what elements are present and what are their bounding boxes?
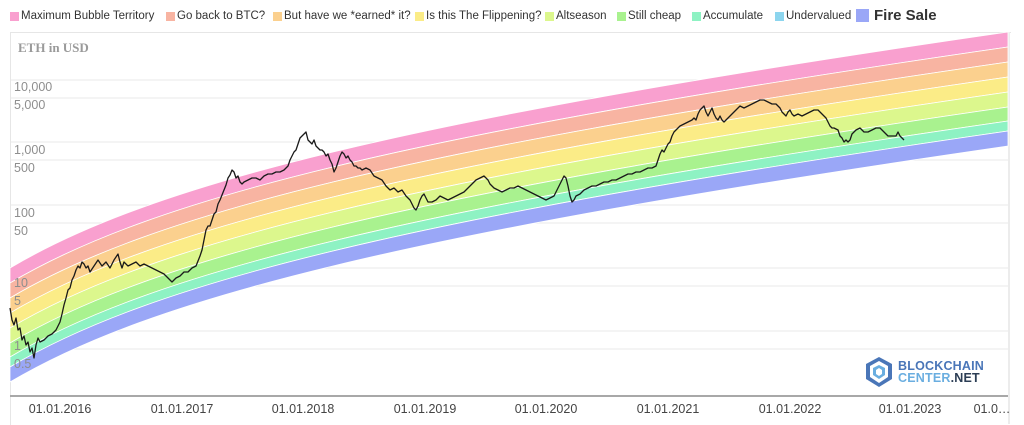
y-axis-title: ETH in USD: [18, 40, 89, 55]
rainbow-bands: [9, 31, 1009, 383]
x-tick-2021: 01.01.2021: [636, 402, 700, 416]
y-tick-10000: 10,000: [14, 80, 53, 94]
y-tick-500: 500: [14, 161, 35, 175]
legend-label: Maximum Bubble Territory: [21, 10, 155, 22]
logo-line-2a: CENTER: [898, 371, 951, 385]
band-fire-sale: [9, 130, 1009, 383]
legend-label: Still cheap: [628, 10, 682, 22]
logo-line-2b: .NET: [950, 371, 980, 385]
y-tick-100: 100: [14, 206, 35, 220]
legend-item-earned-it[interactable]: But have we *earned* it?: [273, 10, 411, 22]
x-tick-2017: 01.01.2017: [150, 402, 214, 416]
legend-item-fire-sale[interactable]: Fire Sale: [856, 7, 937, 24]
blockchaincenter-logo: BLOCKCHAIN CENTER.NET: [864, 356, 984, 388]
legend-item-undervalued[interactable]: Undervalued: [775, 10, 851, 22]
x-tick-2024-truncated: 01.0…: [973, 402, 1011, 416]
y-tick-10: 10: [14, 276, 28, 290]
legend-swatch: [166, 11, 175, 21]
legend-swatch: [415, 11, 424, 21]
y-tick-0-5: 0.5: [14, 357, 32, 371]
x-tick-2016: 01.01.2016: [28, 402, 92, 416]
legend-label: Undervalued: [786, 10, 852, 22]
legend-item-still-cheap[interactable]: Still cheap: [617, 10, 681, 22]
legend-label: Altseason: [556, 10, 607, 22]
legend-swatch: [617, 11, 626, 21]
legend-item-accumulate[interactable]: Accumulate: [692, 10, 763, 22]
legend-label: Is this The Flippening?: [426, 10, 542, 22]
y-tick-5000: 5,000: [14, 98, 46, 112]
legend-item-flippening[interactable]: Is this The Flippening?: [415, 10, 542, 22]
x-axis-line: [10, 395, 1008, 397]
legend-label: Accumulate: [703, 10, 764, 22]
legend-swatch: [545, 11, 554, 21]
legend-item-altseason[interactable]: Altseason: [545, 10, 607, 22]
y-tick-50: 50: [14, 224, 28, 238]
x-tick-2020: 01.01.2020: [514, 402, 578, 416]
x-tick-2022: 01.01.2022: [758, 402, 822, 416]
legend-swatch: [692, 11, 701, 21]
cube-logo-icon: [866, 357, 892, 387]
y-tick-1000: 1,000: [14, 143, 46, 157]
legend-label: But have we *earned* it?: [284, 10, 411, 22]
x-tick-2018: 01.01.2018: [271, 402, 335, 416]
x-tick-2019: 01.01.2019: [393, 402, 457, 416]
logo-line-1: BLOCKCHAIN: [898, 359, 985, 373]
legend-item-back-to-btc[interactable]: Go back to BTC?: [166, 10, 265, 22]
eth-price-line: [9, 99, 905, 359]
legend-item-maximum-bubble[interactable]: Maximum Bubble Territory: [10, 10, 154, 22]
chart-legend: Maximum Bubble Territory Go back to BTC?…: [0, 0, 1024, 32]
legend-swatch: [273, 11, 282, 21]
legend-label: Go back to BTC?: [177, 10, 266, 22]
legend-swatch: [10, 11, 19, 21]
y-tick-1: 1: [14, 339, 21, 353]
legend-swatch: [856, 9, 869, 22]
y-tick-5: 5: [14, 294, 21, 308]
chart-panel: [10, 32, 1011, 425]
chart-right-border: [1008, 32, 1010, 424]
legend-label: Fire Sale: [874, 7, 937, 24]
x-tick-2023: 01.01.2023: [878, 402, 942, 416]
legend-swatch: [775, 11, 784, 21]
